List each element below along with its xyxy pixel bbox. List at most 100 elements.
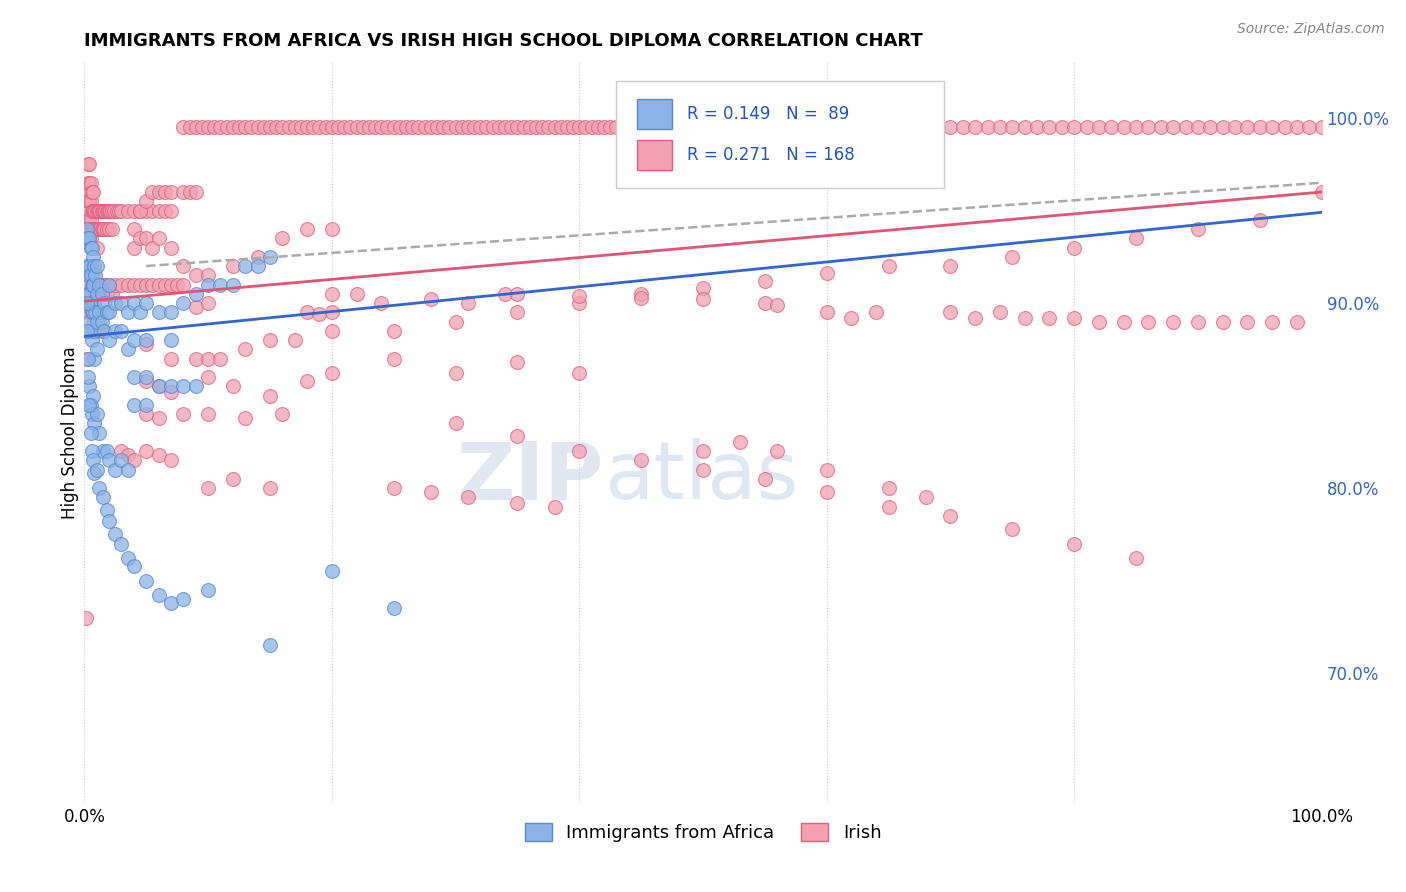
Point [246,120,269,135]
Point [692,281,714,295]
Point [754,472,776,486]
Point [333,120,356,135]
Point [302,120,325,135]
Point [160,305,183,319]
Point [686,120,709,135]
Point [1137,120,1160,135]
Point [321,305,343,319]
Point [83,296,105,310]
Point [766,120,789,135]
Point [259,481,281,495]
Point [160,453,183,467]
Point [357,120,380,135]
Point [76,286,98,301]
Point [79,231,101,245]
Point [103,203,125,218]
Point [184,268,207,283]
Point [1038,310,1060,325]
Point [172,120,194,135]
Point [815,462,838,476]
Point [1285,120,1308,135]
Point [96,203,118,218]
Point [1161,120,1184,135]
Point [80,240,103,254]
Point [135,398,157,412]
Point [135,374,157,388]
Point [104,462,127,476]
Point [426,120,449,135]
Point [1001,250,1024,264]
Point [110,453,132,467]
Point [197,296,219,310]
Point [197,407,219,421]
Point [79,194,101,209]
Point [1125,231,1147,245]
Point [135,574,157,588]
Point [148,305,170,319]
Point [1125,551,1147,566]
Point [76,351,98,366]
Point [408,120,430,135]
Text: ZIP: ZIP [457,438,605,516]
Text: R = 0.149   N =  89: R = 0.149 N = 89 [688,105,849,123]
Point [77,296,100,310]
Point [1187,222,1209,236]
FancyBboxPatch shape [637,140,672,169]
Point [153,185,176,199]
Point [135,333,157,347]
Point [135,277,157,292]
Point [89,314,111,328]
Point [450,120,472,135]
Point [89,222,111,236]
Point [259,250,281,264]
Point [160,240,183,254]
Point [75,231,97,245]
Point [110,444,132,458]
Text: Source: ZipAtlas.com: Source: ZipAtlas.com [1237,22,1385,37]
Point [89,425,111,440]
Point [91,203,114,218]
Point [841,120,863,135]
Point [90,314,112,328]
Point [852,120,875,135]
Point [222,379,245,393]
Point [160,277,183,292]
Point [728,120,751,135]
Point [1199,120,1222,135]
Point [82,277,104,292]
Point [401,120,423,135]
Point [1112,314,1135,328]
Point [315,120,337,135]
Point [568,120,591,135]
Point [80,444,103,458]
Point [321,222,343,236]
Point [80,185,103,199]
Point [253,120,276,135]
Point [1285,314,1308,328]
Point [222,472,245,486]
Point [568,296,591,310]
Point [79,305,101,319]
Point [295,305,318,319]
Point [172,296,194,310]
Point [172,592,194,607]
Point [766,444,789,458]
Point [77,305,100,319]
Point [209,120,232,135]
Point [98,277,121,292]
Point [1137,314,1160,328]
Point [222,259,245,273]
Point [321,367,343,381]
Point [506,355,529,369]
Point [117,462,139,476]
Point [679,120,702,135]
Point [77,176,100,190]
Point [141,277,163,292]
Point [77,231,100,245]
Point [877,120,900,135]
Point [240,120,263,135]
Point [79,259,101,273]
Point [135,203,157,218]
Point [259,388,281,402]
Point [295,222,318,236]
